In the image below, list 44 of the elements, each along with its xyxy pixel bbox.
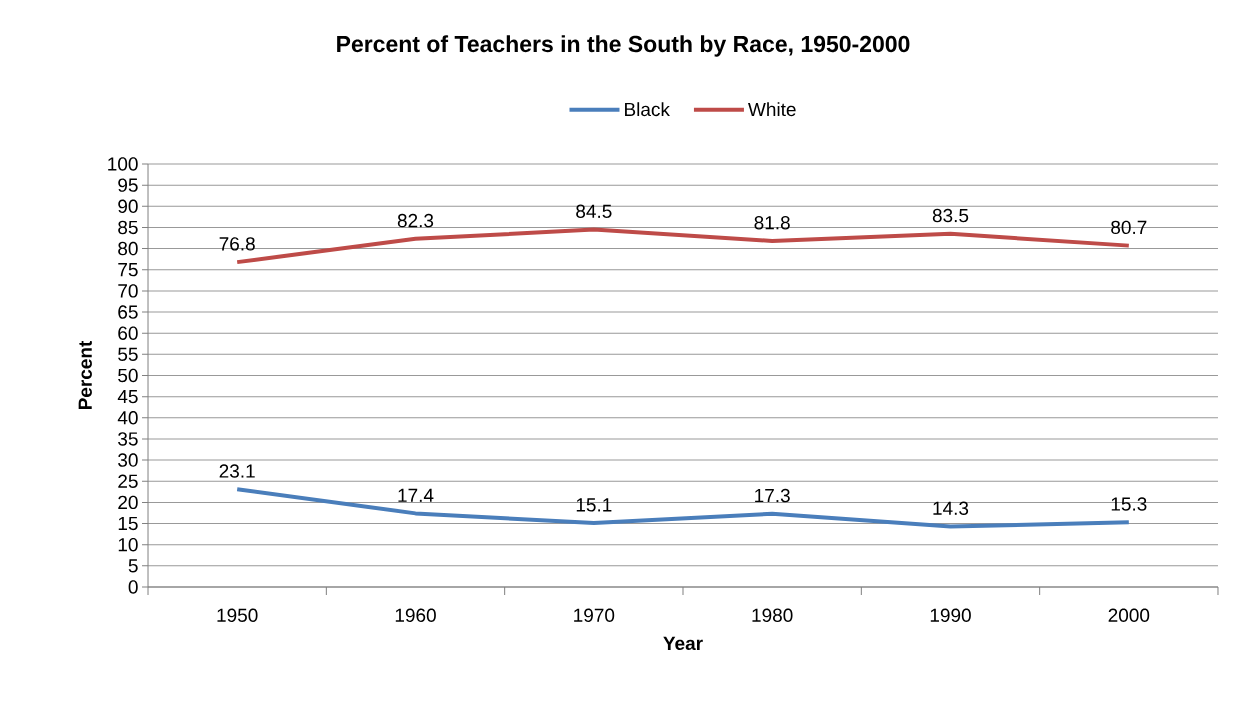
- y-tick-label: 100: [108, 157, 138, 171]
- y-tick-label: 0: [128, 580, 138, 594]
- data-label: 76.8: [219, 237, 255, 251]
- data-label: 17.4: [398, 488, 434, 502]
- data-label: 15.1: [576, 498, 612, 512]
- data-label: 15.3: [1111, 497, 1147, 511]
- y-tick-label: 50: [118, 368, 138, 383]
- y-axis-title: Percent: [78, 340, 92, 410]
- y-tick-label: 40: [117, 411, 138, 425]
- y-tick-label: 25: [118, 474, 138, 488]
- y-tick-label: 90: [118, 199, 138, 214]
- data-label: 82.3: [397, 213, 434, 228]
- y-tick-label: 20: [118, 495, 138, 510]
- data-label: 80.7: [1111, 220, 1147, 235]
- y-tick-label: 85: [118, 220, 138, 235]
- x-tick-label: 1990: [930, 608, 971, 622]
- x-tick-label: 1980: [752, 608, 793, 622]
- x-tick-label: 1960: [395, 608, 436, 622]
- x-tick-label: 1970: [574, 608, 615, 622]
- y-tick-label: 65: [118, 305, 138, 319]
- x-axis-title: Year: [663, 636, 703, 651]
- legend-label: White: [748, 102, 796, 117]
- chart-title: Percent of Teachers in the South by Race, 1950-2000: [337, 35, 910, 57]
- y-tick-label: 45: [117, 390, 138, 404]
- data-label: 81.8: [754, 215, 790, 230]
- data-label: 84.5: [576, 204, 612, 219]
- y-tick-label: 30: [118, 453, 138, 467]
- x-tick-label: 2000: [1108, 608, 1150, 622]
- y-tick-label: 15: [118, 516, 138, 531]
- y-tick-label: 60: [118, 326, 138, 340]
- data-label: 14.3: [933, 501, 969, 515]
- legend-label: Black: [625, 102, 670, 117]
- y-tick-label: 70: [118, 284, 138, 298]
- y-tick-label: 5: [128, 559, 138, 573]
- data-label: 17.3: [755, 488, 790, 503]
- data-label: 23.1: [219, 464, 255, 478]
- y-tick-label: 10: [118, 537, 138, 552]
- y-tick-label: 55: [118, 347, 138, 361]
- y-tick-label: 95: [118, 178, 138, 192]
- y-tick-label: 35: [118, 432, 138, 446]
- data-label: 83.5: [932, 208, 969, 223]
- y-tick-label: 75: [118, 263, 138, 277]
- y-tick-label: 80: [118, 241, 138, 256]
- x-tick-label: 1950: [217, 608, 258, 622]
